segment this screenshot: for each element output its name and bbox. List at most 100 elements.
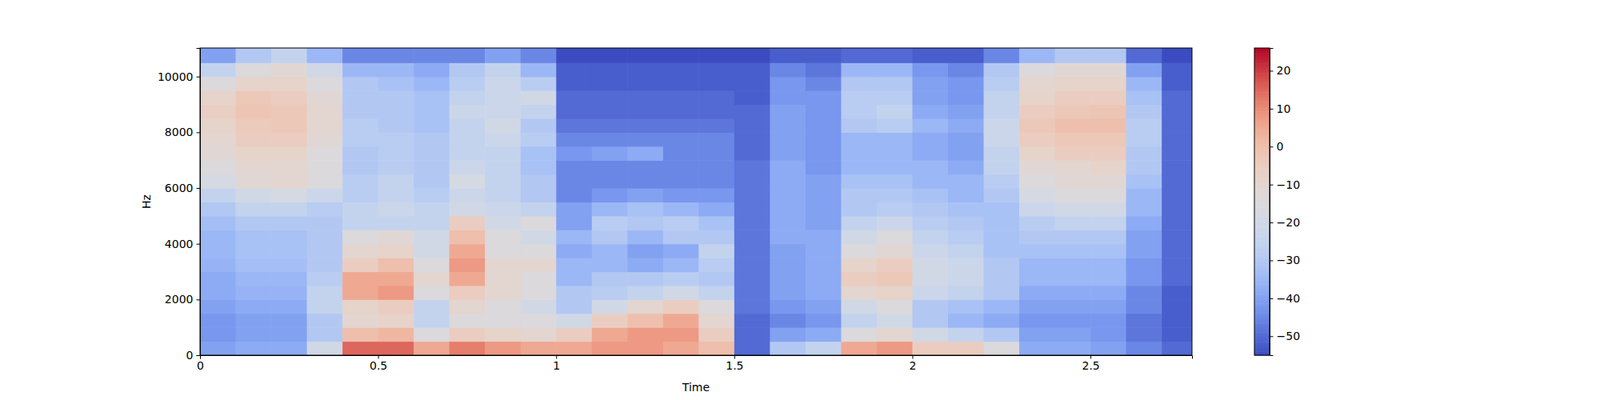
heatmap-cell — [1055, 146, 1092, 161]
heatmap-cell — [805, 174, 842, 189]
heatmap-cell — [592, 174, 628, 189]
heatmap-cell — [769, 160, 806, 175]
axis-line — [196, 48, 201, 356]
heatmap-cell — [1019, 118, 1056, 133]
heatmap-cell — [840, 285, 877, 300]
heatmap-cell — [663, 104, 700, 120]
heatmap-cell — [1161, 48, 1192, 64]
heatmap-cell — [271, 201, 308, 216]
tick-mark — [556, 355, 557, 360]
heatmap-cell — [307, 104, 344, 120]
heatmap-cell — [984, 244, 1020, 259]
heatmap-cell — [984, 285, 1020, 300]
heatmap-cell — [840, 327, 877, 342]
tick-label: 0 — [1276, 140, 1284, 153]
heatmap-cell — [698, 257, 735, 272]
heatmap-cell — [1161, 327, 1192, 342]
heatmap-cell — [948, 327, 984, 342]
heatmap-cell — [1161, 188, 1192, 203]
tick-mark — [734, 355, 736, 360]
heatmap-cell — [840, 62, 877, 77]
heatmap-cell — [378, 257, 415, 272]
heatmap-cell — [413, 272, 450, 287]
heatmap-cell — [912, 272, 948, 287]
heatmap-cell — [734, 257, 771, 272]
heatmap-cell — [698, 132, 735, 147]
heatmap-cell — [1090, 160, 1127, 175]
heatmap-cell — [307, 118, 344, 133]
heatmap-cell — [307, 201, 344, 216]
heatmap-cell — [1126, 76, 1163, 92]
heatmap-cell — [271, 341, 308, 356]
heatmap-cell — [1019, 48, 1056, 64]
heatmap-cell — [698, 272, 735, 287]
heatmap-cell — [876, 90, 913, 105]
tick-label: 10000 — [157, 70, 194, 84]
heatmap-cell — [912, 257, 948, 272]
heatmap-cell — [627, 313, 664, 328]
heatmap-cell — [769, 244, 806, 259]
heatmap-cell — [520, 188, 557, 203]
heatmap-cell — [236, 48, 272, 64]
heatmap-cell — [236, 188, 272, 203]
heatmap-cell — [663, 313, 700, 328]
heatmap-cell — [769, 132, 806, 147]
heatmap-cell — [520, 132, 557, 147]
heatmap-cell — [840, 201, 877, 216]
heatmap-cell — [805, 216, 842, 231]
heatmap-cell — [271, 118, 308, 133]
heatmap-cell — [876, 48, 913, 64]
heatmap-cell — [342, 188, 379, 203]
heatmap-cell — [1090, 216, 1127, 231]
colorbar-axis: −50−40−30−20−1001020 — [1269, 48, 1300, 356]
heatmap-cell — [698, 174, 735, 189]
heatmap-cell — [805, 327, 842, 342]
heatmap-cell — [1090, 62, 1127, 77]
heatmap-cell — [200, 257, 236, 272]
heatmap-cell — [1019, 132, 1056, 147]
heatmap-cell — [876, 327, 913, 342]
heatmap-cell — [592, 76, 628, 92]
heatmap-cell — [1161, 341, 1192, 356]
heatmap-cell — [592, 201, 628, 216]
tick: 2.5 — [1081, 355, 1100, 372]
heatmap-cell — [948, 146, 984, 161]
heatmap-cell — [592, 188, 628, 203]
tick: −20 — [1269, 216, 1300, 229]
heatmap-cell — [307, 188, 344, 203]
heatmap-cell — [840, 48, 877, 64]
heatmap-cell — [840, 299, 877, 314]
heatmap-cell — [556, 216, 592, 231]
heatmap-cell — [1126, 341, 1163, 356]
heatmap-cell — [378, 118, 415, 133]
heatmap-cell — [876, 313, 913, 328]
heatmap-cell — [342, 244, 379, 259]
tick: −30 — [1269, 253, 1300, 267]
heatmap-cell — [698, 118, 735, 133]
heatmap-cell — [1019, 146, 1056, 161]
heatmap-cell — [520, 146, 557, 161]
heatmap-cell — [271, 188, 308, 203]
heatmap-cell — [520, 216, 557, 231]
heatmap-cell — [1161, 62, 1192, 77]
heatmap-cell — [378, 327, 415, 342]
heatmap-cell — [734, 201, 771, 216]
heatmap-cell — [1161, 244, 1192, 259]
heatmap-cell — [342, 327, 379, 342]
heatmap-cell — [698, 313, 735, 328]
heatmap-cell — [1055, 285, 1092, 300]
heatmap-cell — [663, 90, 700, 105]
heatmap-cell — [912, 216, 948, 231]
heatmap-cell — [1090, 174, 1127, 189]
heatmap-cell — [592, 299, 628, 314]
heatmap-cell — [1126, 104, 1163, 120]
heatmap-cell — [912, 160, 948, 175]
heatmap-cell — [627, 160, 664, 175]
tick: −50 — [1269, 329, 1300, 343]
heatmap-cell — [236, 244, 272, 259]
heatmap-cell — [1090, 90, 1127, 105]
heatmap-cell — [236, 299, 272, 314]
heatmap-cell — [342, 174, 379, 189]
heatmap-cell — [912, 146, 948, 161]
heatmap-cell — [948, 285, 984, 300]
